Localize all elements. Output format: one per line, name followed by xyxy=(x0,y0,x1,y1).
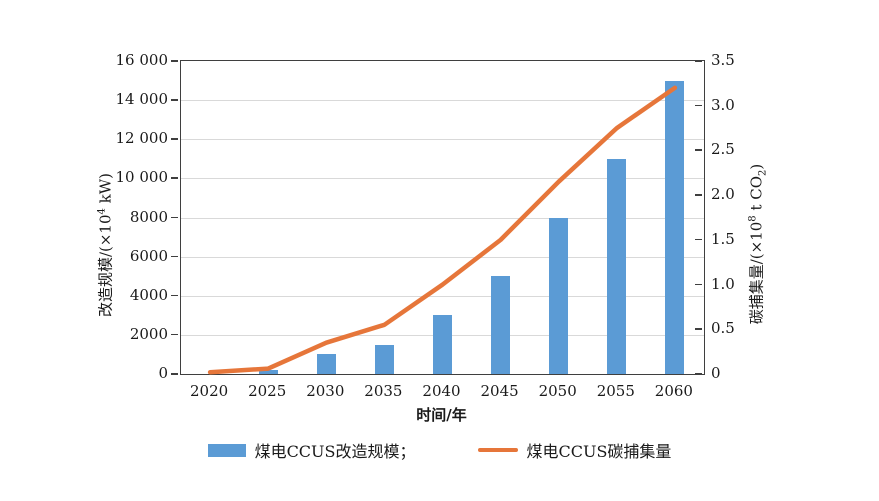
x-axis-tick-label: 2055 xyxy=(596,382,635,400)
left-axis-tick-label: 8000 xyxy=(129,207,168,226)
bars-layer xyxy=(181,61,704,374)
capture-line xyxy=(207,85,678,375)
bar-2050 xyxy=(549,217,569,374)
bar-2025 xyxy=(258,370,278,374)
gridline xyxy=(181,217,704,219)
x-axis-tick-label: 2020 xyxy=(190,382,229,400)
right-axis-tick xyxy=(695,328,702,330)
x-axis-tick-label: 2025 xyxy=(248,382,287,400)
legend: 煤电CCUS改造规模； 煤电CCUS碳捕集量 xyxy=(0,438,879,462)
left-axis-tick xyxy=(171,255,178,258)
right-axis-tick-label: 0.5 xyxy=(711,319,735,338)
right-axis-tick-label: 0 xyxy=(711,364,721,382)
left-axis-tick xyxy=(171,99,178,101)
left-axis-tick xyxy=(171,373,178,375)
right-axis-title-close: ) xyxy=(747,163,766,170)
left-axis-tick-label: 12 000 xyxy=(115,129,169,148)
bar-2035 xyxy=(374,344,394,374)
left-axis-title-text: 改造规模/(×10 xyxy=(96,214,115,318)
legend-bar-label: 煤电CCUS改造规模； xyxy=(254,442,416,461)
left-axis-title: 改造规模/(×104 kW) xyxy=(95,173,116,317)
gridline xyxy=(181,139,704,141)
left-axis-tick-label: 14 000 xyxy=(115,90,169,109)
right-axis-tick-label: 1.5 xyxy=(711,229,735,248)
right-axis-tick xyxy=(695,104,702,107)
right-axis-title-sup: 8 xyxy=(747,215,759,222)
left-axis-tick xyxy=(171,60,178,62)
gridline xyxy=(181,100,704,102)
left-axis-tick xyxy=(171,294,178,297)
left-axis-title-unit: kW) xyxy=(96,172,115,209)
right-axis-tick-label: 2.5 xyxy=(711,140,735,159)
right-axis-title: 碳捕集量/(×108 t CO2) xyxy=(746,164,769,325)
bar-2030 xyxy=(316,354,336,374)
right-axis-tick xyxy=(695,373,702,375)
right-axis-tick xyxy=(695,194,702,196)
legend-bar-swatch xyxy=(207,443,246,457)
x-axis-title: 时间/年 xyxy=(416,406,467,424)
right-axis-title-text: 碳捕集量/(×10 xyxy=(747,221,766,325)
capture-line-layer xyxy=(207,85,678,375)
x-axis-tick-label: 2045 xyxy=(480,382,519,400)
gridline xyxy=(181,178,704,180)
left-axis-tick xyxy=(171,177,178,179)
right-axis-tick xyxy=(695,238,702,241)
right-axis-tick xyxy=(695,60,702,62)
right-axis-title-unit: t CO xyxy=(747,175,766,216)
legend-line-swatch xyxy=(477,447,518,453)
left-axis-tick-label: 16 000 xyxy=(115,51,169,69)
left-axis-tick xyxy=(171,216,178,218)
right-axis-title-sub: 2 xyxy=(757,169,769,176)
x-axis-tick-label: 2035 xyxy=(364,382,403,400)
bar-2045 xyxy=(491,276,511,374)
right-axis-tick-label: 1.0 xyxy=(711,274,735,293)
x-axis-tick-label: 2040 xyxy=(422,382,461,400)
right-axis-tick xyxy=(695,283,702,286)
gridline xyxy=(181,256,704,258)
left-axis-tick xyxy=(171,138,178,140)
right-axis-tick-label: 2.0 xyxy=(711,185,735,204)
left-axis-title-sup: 4 xyxy=(96,208,108,215)
x-axis-tick-label: 2030 xyxy=(306,382,345,400)
left-axis-tick-label: 0 xyxy=(158,364,168,382)
left-axis-tick-label: 2000 xyxy=(129,324,168,343)
left-axis-tick-label: 4000 xyxy=(129,285,168,304)
right-axis-tick xyxy=(695,149,702,151)
bar-2040 xyxy=(433,315,452,374)
legend-line-label: 煤电CCUS碳捕集量 xyxy=(526,442,672,461)
bar-2055 xyxy=(607,158,627,374)
left-axis-tick xyxy=(171,333,178,336)
right-axis-tick-label: 3.5 xyxy=(711,51,735,69)
bar-2060 xyxy=(665,80,685,374)
x-axis-tick-label: 2050 xyxy=(538,382,577,400)
left-axis-tick-label: 6000 xyxy=(129,246,168,265)
right-axis-tick-label: 3.0 xyxy=(711,95,735,114)
plot-area xyxy=(180,60,705,375)
x-axis-tick-label: 2060 xyxy=(654,382,693,400)
left-axis-tick-label: 10 000 xyxy=(115,168,169,187)
gridline xyxy=(181,295,704,297)
